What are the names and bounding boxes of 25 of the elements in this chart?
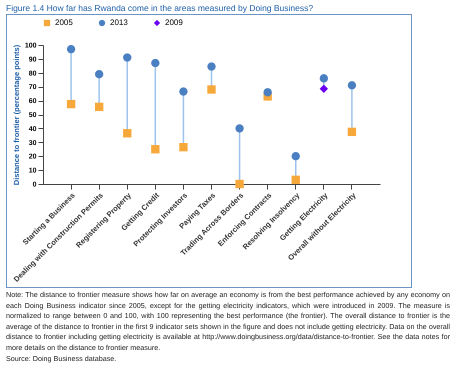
point	[320, 74, 328, 83]
point	[66, 44, 76, 54]
point	[235, 124, 244, 133]
point	[292, 176, 300, 184]
point	[263, 88, 272, 96]
point	[123, 53, 132, 62]
point	[320, 84, 328, 93]
point	[179, 142, 188, 152]
legend-label: 2005	[55, 18, 74, 27]
legend-label: 2009	[165, 18, 184, 27]
point	[292, 152, 300, 160]
point	[151, 58, 160, 68]
point	[94, 70, 104, 78]
point	[207, 62, 216, 71]
point	[151, 145, 160, 154]
point	[123, 129, 132, 138]
point	[348, 81, 356, 90]
legend-label: 2013	[110, 18, 128, 27]
point	[348, 128, 356, 136]
chart-title: Figure 1.4 How far has Rwanda come in the areas measured by Doing Business?	[6, 3, 314, 14]
point	[94, 102, 104, 112]
point	[66, 100, 76, 108]
point	[235, 180, 244, 188]
point	[179, 87, 188, 96]
point	[207, 85, 216, 94]
